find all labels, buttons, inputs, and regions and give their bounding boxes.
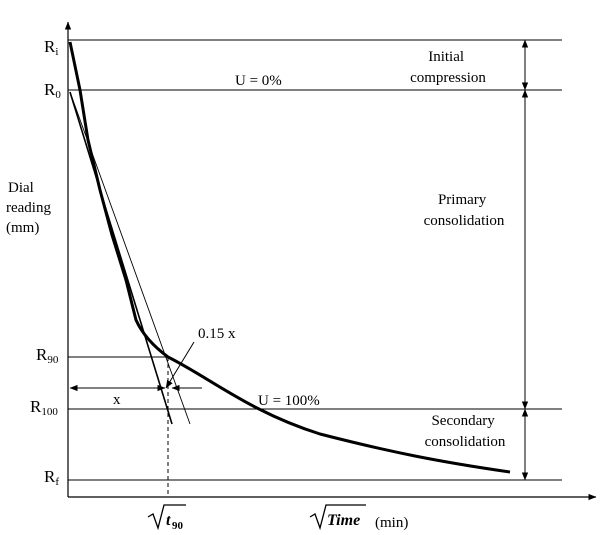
primary-consolidation-label: Primary consolidation <box>424 192 505 229</box>
sqrt-t90-label: t 90 <box>147 504 186 532</box>
r100-label: R100 <box>30 397 58 418</box>
time-unit-label: (min) <box>375 515 408 531</box>
offset-label: 0.15 x <box>198 326 236 342</box>
r90-label: R90 <box>36 345 59 366</box>
svg-text:90: 90 <box>172 520 184 532</box>
u100-label: U = 100% <box>258 393 320 409</box>
secondary-consolidation-label: Secondary consolidation <box>425 413 506 450</box>
sqrt-time-label: Time <box>309 504 366 531</box>
u0-label: U = 0% <box>235 73 282 89</box>
ri-label: Ri <box>44 37 58 58</box>
consolidation-curve <box>68 41 511 474</box>
initial-compression-label: Initial compression <box>410 49 486 86</box>
tangent-line <box>69 91 173 425</box>
r0-label: R0 <box>44 80 61 101</box>
rf-label: Rf <box>44 467 59 488</box>
svg-text:t: t <box>166 512 171 529</box>
svg-text:Time: Time <box>327 512 360 529</box>
x-label: x <box>113 392 121 408</box>
offset-leader <box>165 341 195 389</box>
y-axis-label: Dial reading (mm) <box>6 180 55 236</box>
